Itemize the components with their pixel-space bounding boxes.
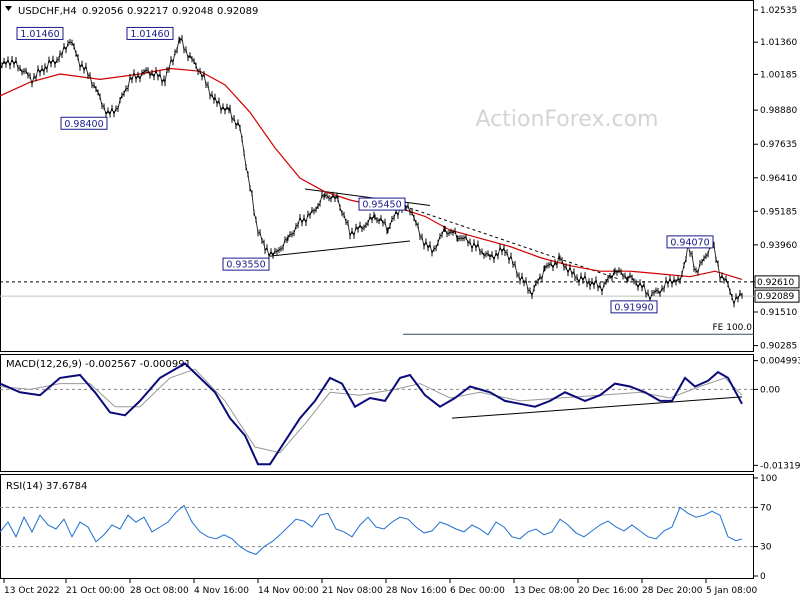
rsi-line	[0, 504, 743, 555]
channel-dashed-line	[409, 207, 621, 280]
price-annotation-box	[222, 257, 270, 271]
main-y-tick-label: 0.92610	[757, 278, 794, 288]
rsi-y-tick-label: 30	[760, 543, 772, 553]
price-annotation-box	[666, 235, 714, 249]
x-tick-label: 21 Nov 08:00	[322, 586, 383, 596]
main-y-tick-label: 0.98880	[760, 106, 797, 116]
current-price-label: 0.92089	[757, 292, 794, 302]
x-tick-label: 20 Dec 16:00	[578, 586, 639, 596]
main-y-tick-label: 0.97635	[760, 140, 797, 150]
price-annotation-label: 0.95450	[362, 200, 401, 211]
main-annotations: 1.01460 1.01460 0.98400 0.93550 0.95450 0.919…	[16, 26, 714, 314]
rsi-series	[0, 504, 754, 555]
macd-y-tick-label: 0.004993	[760, 357, 800, 367]
main-header-open: 0.92056	[82, 6, 123, 17]
main-plot-area	[0, 0, 754, 352]
rsi-panel[interactable]: RSI(14) 37.6784 100 70 30 0	[0, 474, 777, 582]
main-y-tick-label: 0.91510	[760, 308, 797, 318]
fe-label: FE 100.0	[713, 323, 753, 333]
x-tick-label: 28 Dec 20:00	[642, 586, 703, 596]
macd-y-axis: 0.004993 0.00 -0.013193	[754, 357, 800, 471]
x-tick-label: 28 Nov 16:00	[386, 586, 447, 596]
x-tick-label: 28 Oct 08:00	[130, 586, 189, 596]
price-annotation-label: 1.01460	[20, 29, 59, 40]
dashed-level-price-box	[754, 275, 800, 289]
main-header-high: 0.92217	[127, 6, 168, 17]
dropdown-arrow-icon[interactable]	[5, 6, 12, 11]
main-y-tick-label: 1.00185	[760, 70, 797, 80]
main-y-tick-label: 0.93960	[760, 241, 797, 251]
triangle-lower-line	[269, 240, 411, 257]
macd-signal-line	[0, 368, 743, 454]
main-header-symbol: USDCHF,H4	[18, 6, 77, 17]
x-tick-label: 6 Dec 00:00	[450, 586, 505, 596]
macd-panel[interactable]: MACD(12,26,9) -0.002567 -0.000991 0.0049…	[0, 354, 800, 472]
watermark: ActionForex.com	[476, 107, 659, 132]
rsi-y-axis: 100 70 30 0	[754, 474, 777, 582]
x-tick-label: 4 Nov 16:00	[194, 586, 249, 596]
price-annotation-label: 0.94070	[670, 237, 709, 248]
x-tick-label: 5 Jan 08:00	[706, 586, 758, 596]
main-y-tick-label: 1.02535	[760, 6, 797, 16]
x-tick-label: 21 Oct 00:00	[66, 586, 125, 596]
macd-header: MACD(12,26,9) -0.002567 -0.000991	[6, 359, 191, 370]
price-annotation-label: 0.91990	[614, 302, 653, 313]
rsi-plot-area	[0, 474, 754, 579]
rsi-y-tick-label: 70	[760, 503, 772, 513]
rsi-y-tick-label: 100	[760, 474, 777, 484]
price-annotation-label: 1.01460	[130, 29, 169, 40]
price-annotation-box	[126, 26, 174, 40]
price-annotation-box	[16, 26, 64, 40]
main-header-close: 0.92089	[217, 6, 258, 17]
x-axis: 13 Oct 2022 21 Oct 00:00 28 Oct 08:00 4 Nov…	[3, 579, 758, 596]
rsi-header: RSI(14) 37.6784	[6, 481, 87, 492]
macd-line	[0, 362, 743, 466]
current-price-box	[754, 289, 800, 303]
price-line	[0, 37, 743, 306]
macd-y-tick-label: -0.013193	[760, 461, 800, 471]
x-tick-label: 13 Dec 08:00	[514, 586, 575, 596]
macd-trendline	[451, 396, 743, 419]
main-y-tick-label: 0.96410	[760, 174, 797, 184]
price-annotation-label: 0.93550	[226, 260, 265, 271]
macd-y-tick-label: 0.00	[760, 385, 780, 395]
main-y-tick-label: 0.95185	[760, 207, 797, 217]
price-annotation-box	[358, 197, 406, 211]
main-header-low: 0.92048	[172, 6, 213, 17]
main-panel[interactable]: ActionForex.com USDCHF,H4 0.92056 0.9221…	[0, 0, 800, 352]
price-annotation-box	[60, 116, 108, 130]
main-y-axis: 1.02535 1.01360 1.00185 0.98880 0.97635 0.964…	[754, 6, 800, 352]
x-tick-label: 13 Oct 2022	[4, 586, 60, 596]
main-y-tick-label: 0.90285	[760, 342, 797, 352]
price-annotation-label: 0.98400	[64, 119, 103, 130]
rsi-y-tick-label: 0	[760, 572, 766, 582]
price-annotation-box	[610, 300, 658, 314]
x-tick-label: 14 Nov 00:00	[258, 586, 319, 596]
main-y-tick-label: 1.01360	[760, 38, 797, 48]
macd-series	[0, 362, 754, 466]
